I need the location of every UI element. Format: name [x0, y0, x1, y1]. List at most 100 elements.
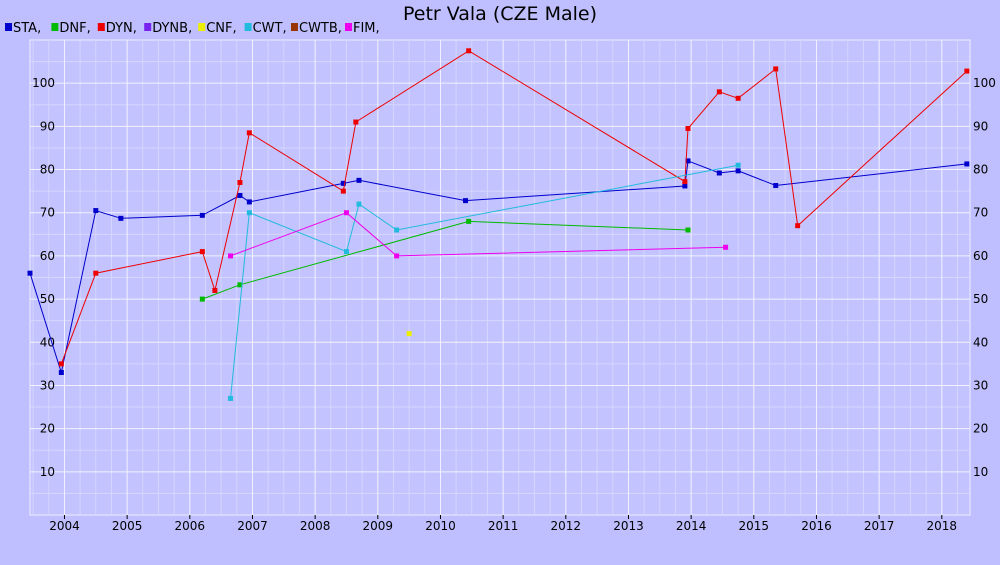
data-point — [463, 198, 469, 204]
x-tick-label: 2014 — [676, 519, 707, 533]
x-axis-ticks: 2004 2005 2006 2007 2008 2009 2010 2011 2012 2013… — [49, 515, 957, 533]
x-tick-label: 2012 — [551, 519, 582, 533]
y-axis-ticks-right: 10 20 30 40 50 60 70 80 90 100 — [973, 76, 996, 479]
legend-label: DYNB, — [152, 21, 192, 36]
series-line — [29, 160, 967, 375]
minor-grid — [30, 40, 970, 515]
data-point — [716, 170, 722, 176]
series — [199, 218, 691, 302]
x-tick-label: 2010 — [425, 519, 456, 533]
y-tick-label-left: 60 — [40, 249, 55, 263]
x-tick-label: 2018 — [927, 519, 958, 533]
data-point — [93, 208, 99, 214]
data-point — [228, 253, 234, 259]
data-point — [964, 68, 970, 74]
series-line — [230, 212, 726, 257]
y-axis-ticks-left: 10 20 30 40 50 60 70 80 90 100 — [32, 76, 55, 479]
data-point — [685, 227, 691, 233]
data-point — [93, 270, 99, 276]
y-tick-label-right: 100 — [973, 76, 996, 90]
data-point — [343, 210, 349, 216]
y-tick-label-left: 90 — [40, 119, 55, 133]
y-tick-label-right: 70 — [973, 206, 988, 220]
data-point — [682, 179, 688, 185]
data-point — [228, 395, 234, 401]
data-point — [394, 253, 400, 259]
x-tick-label: 2004 — [49, 519, 80, 533]
data-point — [356, 177, 362, 183]
legend: STA, DNF, DYN, DYNB, CNF, CWT, CWTB, FIM, — [5, 21, 380, 36]
legend-swatch — [5, 23, 12, 31]
data-point — [199, 296, 205, 302]
y-tick-label-left: 30 — [40, 378, 55, 392]
series — [228, 162, 741, 401]
x-tick-label: 2015 — [739, 519, 770, 533]
series — [406, 331, 412, 337]
legend-label: CWTB, — [299, 21, 342, 36]
legend-swatch — [144, 23, 152, 31]
y-tick-label-left: 70 — [40, 206, 55, 220]
legend-swatch — [244, 23, 252, 31]
legend-label: DYN, — [106, 21, 137, 36]
data-point — [27, 270, 33, 276]
data-point — [340, 188, 346, 194]
data-point — [716, 89, 722, 95]
data-point — [773, 183, 779, 189]
y-tick-label-left: 40 — [40, 335, 55, 349]
x-tick-label: 2016 — [801, 519, 832, 533]
series — [58, 48, 970, 367]
x-tick-label: 2013 — [613, 519, 644, 533]
data-point — [723, 244, 729, 250]
data-point — [246, 199, 252, 205]
data-point — [964, 161, 970, 167]
series-line — [230, 164, 739, 399]
data-point — [237, 192, 243, 198]
y-tick-label-right: 40 — [973, 335, 988, 349]
y-tick-label-left: 50 — [40, 292, 55, 306]
data-point — [735, 95, 741, 101]
series-line — [60, 50, 968, 365]
y-tick-label-right: 60 — [973, 249, 988, 263]
data-point — [735, 168, 741, 174]
x-tick-label: 2008 — [300, 519, 331, 533]
data-point — [466, 48, 472, 54]
data-point — [199, 249, 205, 255]
data-point — [773, 66, 779, 72]
data-point — [466, 218, 472, 224]
x-tick-label: 2007 — [237, 519, 268, 533]
legend-label: FIM, — [353, 21, 380, 36]
data-point — [356, 201, 362, 207]
data-point — [682, 183, 688, 189]
y-tick-label-left: 80 — [40, 163, 55, 177]
x-tick-label: 2017 — [864, 519, 895, 533]
legend-swatch — [198, 23, 206, 31]
data-point — [685, 158, 691, 164]
data-point — [237, 282, 243, 288]
x-tick-label: 2009 — [363, 519, 394, 533]
data-point — [212, 287, 218, 293]
y-tick-label-right: 50 — [973, 292, 988, 306]
x-tick-label: 2006 — [175, 519, 206, 533]
legend-label: STA, — [13, 21, 41, 36]
data-point — [340, 180, 346, 186]
data-point — [685, 126, 691, 132]
series — [27, 158, 970, 375]
legend-swatch — [97, 23, 105, 31]
legend-swatch — [345, 23, 352, 31]
series-line — [202, 220, 689, 300]
data-point — [795, 223, 801, 229]
y-tick-label-left: 20 — [40, 422, 55, 436]
legend-label: DNF, — [59, 21, 90, 36]
y-tick-label-right: 30 — [973, 378, 988, 392]
x-tick-label: 2005 — [112, 519, 143, 533]
y-tick-label-right: 80 — [973, 163, 988, 177]
data-point — [343, 249, 349, 255]
y-tick-label-right: 20 — [973, 422, 988, 436]
y-tick-label-right: 90 — [973, 119, 988, 133]
data-point — [118, 215, 124, 221]
data-point — [199, 212, 205, 218]
data-point — [58, 361, 64, 367]
data-point — [237, 180, 243, 185]
legend-swatch — [51, 23, 59, 31]
